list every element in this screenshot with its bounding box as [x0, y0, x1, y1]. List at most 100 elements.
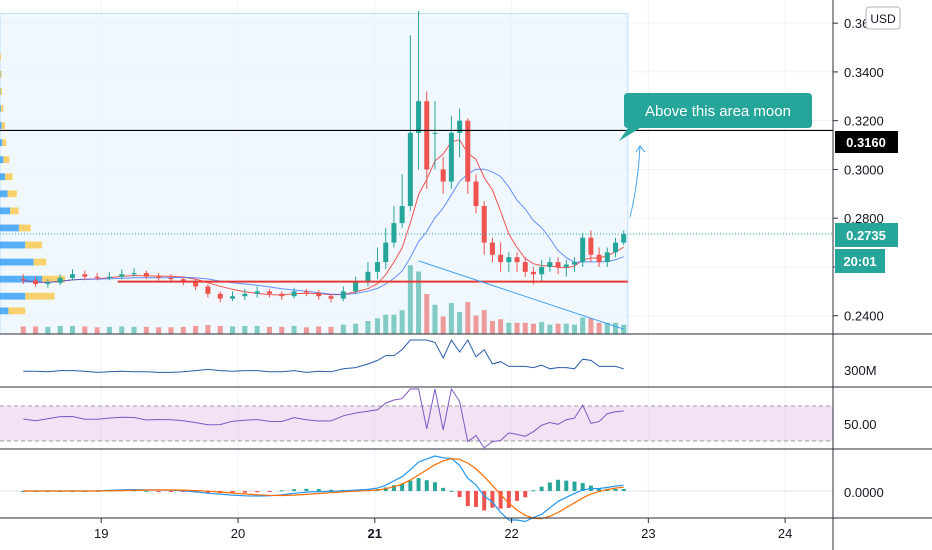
- volume-bar: [119, 326, 125, 334]
- macd-hist-bar: [424, 480, 429, 491]
- volume-profile: [0, 53, 66, 315]
- volume-bar: [399, 310, 405, 334]
- macd-hist-bar: [531, 490, 536, 492]
- currency-button[interactable]: USD: [865, 6, 901, 30]
- price-tick-label: 0.2800: [844, 211, 884, 226]
- macd-hist-bar: [580, 482, 585, 491]
- volume-bar: [340, 324, 346, 334]
- candle-body: [473, 181, 479, 207]
- candle-body: [217, 293, 223, 299]
- candle-body: [514, 257, 520, 263]
- macd-hist-bar: [329, 489, 334, 491]
- profile-bar-down: [0, 275, 42, 283]
- candle-body: [33, 280, 39, 285]
- candle-body: [328, 296, 334, 299]
- macd-hist-bar: [292, 489, 297, 491]
- macd-hist-bar: [181, 491, 186, 492]
- volume-bar: [303, 327, 309, 334]
- macd-pane-label: 0.0000: [844, 485, 884, 500]
- annotation-callout[interactable]: Above this area moon: [619, 93, 812, 141]
- candle-body: [530, 271, 536, 275]
- countdown-text: 20:01: [843, 254, 876, 269]
- volume-bar: [33, 326, 39, 334]
- candle-body: [45, 282, 51, 285]
- volume-bar: [489, 321, 495, 334]
- volume-bars: [20, 265, 627, 334]
- candle-body: [254, 291, 260, 294]
- candle-body: [621, 234, 627, 243]
- profile-bar-down: [0, 156, 4, 164]
- candle-body: [106, 276, 112, 278]
- candle-body: [489, 242, 495, 255]
- profile-bar-down: [0, 105, 1, 112]
- profile-bar-up: [25, 292, 55, 300]
- profile-bar-up: [18, 224, 31, 232]
- volume-bar: [217, 325, 223, 334]
- volume-bar: [448, 303, 454, 334]
- volume-bar: [613, 322, 619, 334]
- volume-bar: [57, 325, 63, 334]
- macd-hist-bar: [230, 491, 235, 494]
- volume-bar: [242, 325, 248, 334]
- volume-bar: [547, 324, 553, 334]
- time-axis[interactable]: 19 20 21 22 23 24: [94, 518, 792, 541]
- macd-hist-bar: [506, 491, 511, 508]
- profile-bar-down: [0, 173, 6, 181]
- profile-bar-up: [1, 122, 6, 129]
- candle-body: [340, 291, 346, 299]
- time-tick-label: 23: [641, 526, 655, 541]
- candle-body: [506, 257, 512, 263]
- macd-hist-bar: [474, 491, 478, 507]
- resistance-price-text: 0.3160: [846, 135, 886, 150]
- price-axis[interactable]: 0.36000.34000.32000.30000.28000.26000.24…: [833, 16, 884, 324]
- volume-bar: [596, 322, 602, 334]
- macd-hist-bar: [498, 491, 503, 509]
- candle-body: [440, 169, 446, 182]
- candle-body: [193, 281, 199, 287]
- candle-body: [481, 206, 487, 243]
- time-tick-label: 21: [368, 526, 382, 541]
- current-price-text: 0.2735: [846, 228, 886, 243]
- profile-bar-up: [42, 275, 66, 283]
- profile-bar-down: [0, 224, 19, 232]
- volume-bar: [20, 326, 26, 334]
- macd-hist-bar: [547, 482, 552, 491]
- macd-hist-bar: [482, 491, 487, 511]
- macd-hist-bar: [465, 491, 470, 507]
- candle-body: [571, 262, 577, 265]
- macd-hist-bar: [267, 491, 272, 492]
- macd-hist-bar: [408, 480, 413, 491]
- macd-hist-bar: [279, 490, 284, 492]
- volume-bar: [407, 265, 413, 334]
- profile-bar-up: [0, 88, 3, 95]
- rsi-line: [23, 387, 624, 449]
- candle-body: [547, 262, 553, 267]
- volume-bar: [432, 304, 438, 334]
- drawings: [418, 145, 646, 330]
- candle-body: [291, 291, 297, 297]
- volume-bar: [143, 326, 149, 334]
- volume-bar: [365, 321, 371, 334]
- volume-bar: [156, 327, 162, 334]
- candle-body: [391, 223, 397, 243]
- profile-bar-down: [0, 139, 3, 147]
- candle-body: [448, 132, 454, 182]
- volume-bar: [514, 322, 520, 334]
- macd-hist-bar: [621, 489, 626, 491]
- volume-bar: [45, 326, 51, 334]
- volume-bar: [604, 322, 610, 334]
- profile-bar-up: [33, 258, 47, 266]
- candle-body: [465, 120, 471, 182]
- profile-bar-down: [0, 258, 34, 266]
- horizontal-lines: [0, 129, 833, 283]
- candle-body: [383, 242, 389, 263]
- macd-hist-bar: [613, 489, 618, 491]
- macd-hist-bar: [255, 491, 260, 493]
- volume-bar: [106, 326, 112, 334]
- volume-bar: [391, 314, 397, 334]
- time-tick-label: 20: [231, 526, 245, 541]
- macd-hist-bar: [400, 483, 405, 491]
- candle-body: [230, 296, 236, 299]
- macd-hist-bar: [21, 491, 26, 492]
